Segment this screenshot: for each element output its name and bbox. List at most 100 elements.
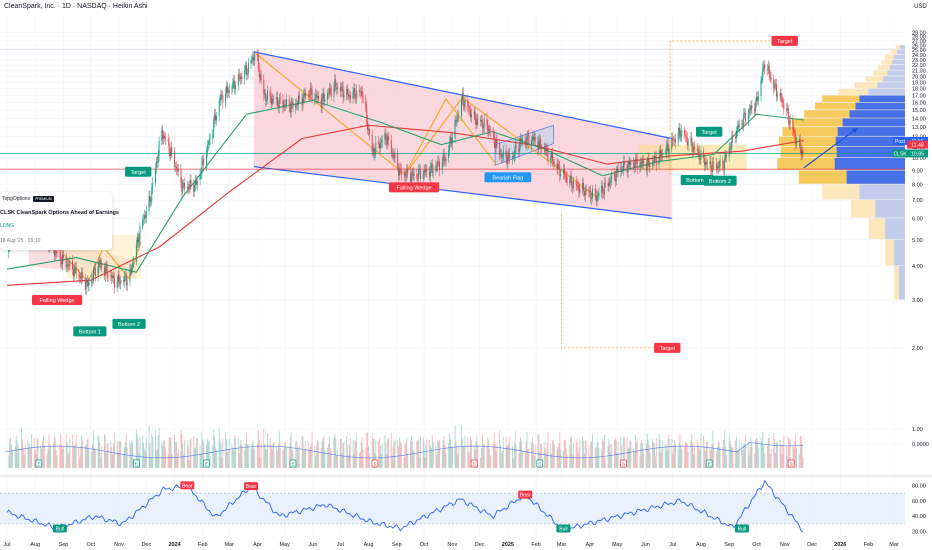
candle-body-332	[430, 163, 432, 168]
candle-body-160	[212, 133, 214, 139]
volume-bar-129	[171, 454, 173, 468]
candle-body-57	[80, 277, 82, 280]
candle-body-598	[769, 74, 771, 78]
price-tick-15: 14.00	[912, 116, 926, 122]
volume-profile-buy-6	[883, 76, 905, 82]
volume-bar-341	[442, 440, 444, 468]
volume-bar-37	[54, 438, 56, 468]
annotation-label-2	[31, 295, 83, 306]
event-text-5: S	[473, 462, 476, 467]
candle-body-275	[358, 89, 360, 92]
volume-bar-458	[591, 441, 593, 468]
volume-bar-500	[645, 443, 647, 468]
volume-bar-432	[558, 443, 560, 468]
candle-body-437	[564, 174, 566, 177]
volume-bar-199	[260, 442, 262, 468]
volume-bar-594	[764, 453, 766, 468]
volume-profile-buy-0	[900, 45, 905, 50]
volume-bar-45	[65, 432, 67, 468]
volume-bar-359	[464, 435, 466, 468]
candle-body-456	[589, 190, 591, 192]
volume-bar-215	[282, 450, 284, 468]
volume-bar-194	[254, 449, 256, 468]
candle-body-196	[257, 55, 259, 69]
candle-body-536	[691, 137, 693, 147]
volume-bar-168	[221, 457, 223, 468]
candle-body-485	[626, 164, 628, 173]
volume-bar-535	[690, 440, 692, 468]
candle-body-104	[139, 226, 141, 240]
candle-body-354	[458, 115, 460, 117]
volume-bar-65	[91, 451, 93, 468]
idea-title[interactable]: CLSK CleanSpark Options Ahead of Earning…	[0, 210, 119, 216]
volume-bar-302	[392, 447, 394, 468]
candle-body-594	[764, 64, 766, 70]
idea-card[interactable]: TopgOptions PREMIUM CLSK CleanSpark Opti…	[0, 192, 119, 250]
candle-body-155	[205, 152, 207, 166]
candle-body-587	[756, 96, 757, 102]
volume-bar-362	[469, 452, 471, 468]
candle-body-366	[474, 111, 476, 121]
candle-body-178	[234, 80, 236, 90]
candle-body-427	[552, 153, 553, 162]
volume-bar-536	[691, 433, 693, 468]
time-tick-16: Nov	[447, 542, 457, 548]
volume-bar-80	[110, 441, 112, 468]
volume-bar-142	[188, 459, 190, 468]
candle-body-335	[435, 165, 437, 172]
volume-bar-160	[212, 445, 214, 468]
volume-bar-619	[796, 448, 798, 468]
candle-body-282	[367, 120, 369, 131]
volume-bar-419	[541, 443, 543, 468]
time-tick-28: Nov	[780, 542, 790, 548]
candle-body-51	[73, 269, 74, 277]
volume-bar-40	[59, 445, 61, 468]
candle-body-428	[552, 161, 554, 164]
volume-bar-544	[700, 433, 702, 468]
volume-bar-23	[36, 438, 38, 468]
volume-bar-600	[773, 433, 775, 468]
candle-body-585	[754, 108, 756, 112]
volume-bar-371	[481, 447, 482, 468]
volume-bar-518	[667, 434, 669, 468]
volume-bar-271	[353, 453, 355, 468]
volume-bar-357	[462, 446, 464, 468]
volume-bar-233	[304, 449, 306, 468]
volume-bar-524	[674, 444, 676, 468]
candle-body-225	[295, 103, 297, 108]
volume-bar-48	[68, 451, 70, 468]
volume-bar-326	[423, 442, 425, 468]
volume-bar-343	[444, 445, 446, 468]
candle-body-459	[592, 188, 594, 198]
candle-body-525	[677, 133, 679, 143]
candle-body-533	[686, 137, 688, 146]
candle-body-158	[208, 139, 210, 145]
volume-profile-buy-21	[894, 239, 905, 266]
candle-body-516	[665, 145, 667, 153]
candle-body-512	[660, 149, 662, 156]
volume-bar-234	[305, 441, 307, 468]
candle-body-591	[761, 77, 763, 81]
volume-bar-387	[501, 452, 502, 468]
candle-body-253	[329, 88, 331, 90]
candle-body-444	[572, 180, 574, 188]
volume-bar-501	[646, 433, 648, 468]
candle-body-546	[704, 158, 706, 166]
volume-bar-146	[194, 448, 196, 468]
volume-bar-53	[74, 444, 76, 468]
candle-body-70	[97, 266, 99, 277]
volume-bar-56	[79, 456, 81, 468]
candle-body-564	[725, 154, 727, 157]
candle-body-308	[399, 168, 401, 170]
volume-bar-290	[378, 441, 380, 468]
volume-bar-254	[330, 451, 332, 468]
volume-bar-454	[585, 440, 587, 468]
volume-bar-39	[56, 455, 58, 468]
volume-bar-410	[531, 442, 533, 468]
candle-body-455	[588, 191, 590, 192]
volume-bar-197	[258, 439, 260, 468]
volume-bar-289	[375, 440, 377, 468]
volume-bar-581	[748, 455, 750, 468]
candle-body-98	[132, 262, 134, 269]
